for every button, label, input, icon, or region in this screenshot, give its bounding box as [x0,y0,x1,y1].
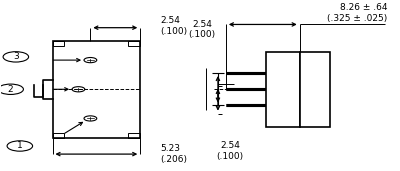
Text: 8.26 ± .64
(.325 ± .025): 8.26 ± .64 (.325 ± .025) [327,3,387,23]
Text: 2.54
(.100): 2.54 (.100) [188,20,216,39]
Text: 2: 2 [8,85,14,94]
Bar [300,52,330,127]
Bar [128,41,140,45]
Text: 3: 3 [13,52,19,61]
Text: 5.23
(.206): 5.23 (.206) [160,144,187,164]
Bar [52,41,140,138]
Bar [52,133,64,138]
Bar [266,52,300,127]
Text: 2.54
(.100): 2.54 (.100) [160,16,187,36]
Bar [52,41,64,45]
Bar [128,133,140,138]
Text: 1: 1 [17,141,23,150]
Text: 2.54
(.100): 2.54 (.100) [216,141,244,161]
